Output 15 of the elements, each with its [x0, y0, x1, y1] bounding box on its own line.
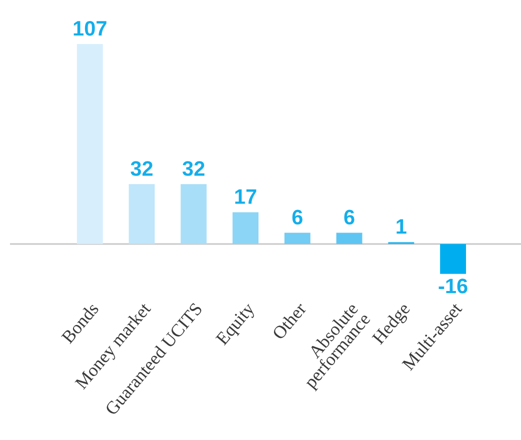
bar	[128, 184, 155, 244]
data-label: 17	[235, 189, 256, 204]
data-label: 32	[182, 161, 204, 176]
bar	[180, 184, 207, 244]
data-label: 6	[344, 210, 354, 224]
data-label: -16	[438, 278, 468, 294]
data-label: 6	[292, 210, 302, 224]
bar	[440, 244, 466, 274]
bar	[232, 212, 258, 244]
bar	[76, 44, 103, 244]
data-label: 32	[130, 161, 153, 176]
bar	[336, 232, 362, 244]
data-label: 1	[396, 219, 406, 234]
data-label: 107	[74, 20, 106, 36]
bar	[284, 232, 310, 244]
